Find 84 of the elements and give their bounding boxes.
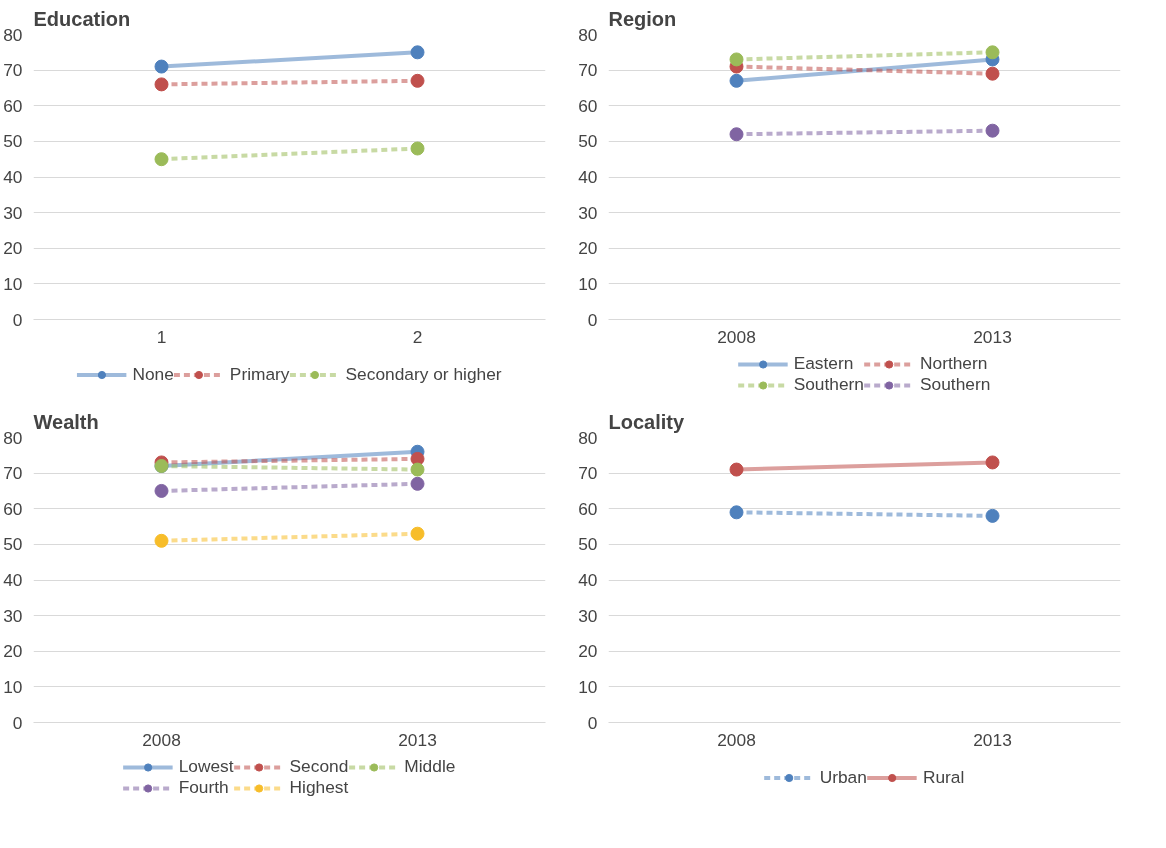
y-tick-label: 0 — [12, 712, 23, 733]
y-tick-label: 70 — [3, 463, 23, 484]
legend-label: Rural — [922, 766, 965, 788]
y-tick-label: 30 — [578, 605, 598, 626]
legend-label: Highest — [289, 777, 349, 798]
y-tick-label: 20 — [578, 641, 598, 662]
x-tick-label: 2008 — [717, 729, 756, 750]
point — [729, 73, 744, 88]
y-tick-label: 50 — [3, 131, 23, 152]
legend-label: Second — [289, 756, 349, 777]
y-tick-label: 20 — [578, 238, 598, 259]
y-tick-label: 40 — [3, 570, 23, 590]
point — [985, 66, 1000, 81]
y-tick-label: 80 — [3, 24, 23, 45]
y-tick-label: 10 — [3, 273, 23, 294]
x-tick-label: 2008 — [142, 729, 181, 750]
y-tick-label: 70 — [578, 463, 598, 484]
y-tick-label: 60 — [3, 95, 23, 116]
y-tick-label: 10 — [578, 273, 598, 294]
point — [410, 462, 425, 477]
y-tick-label: 70 — [578, 60, 598, 81]
point — [410, 476, 425, 491]
legend-label: Middle — [404, 756, 456, 777]
point — [729, 462, 744, 477]
legend-label: None — [132, 363, 174, 385]
y-tick-label: 30 — [578, 202, 598, 223]
point — [154, 533, 169, 548]
y-tick-label: 50 — [578, 534, 598, 555]
point — [154, 152, 169, 167]
y-tick-label: 50 — [578, 131, 598, 152]
legend-label: Northern — [920, 353, 988, 374]
legend-label: Eastern — [793, 353, 854, 374]
y-tick-label: 80 — [578, 24, 598, 45]
legend-label: Southern — [793, 374, 864, 395]
y-tick-label: 40 — [3, 167, 23, 187]
point — [410, 73, 425, 88]
point — [985, 455, 1000, 470]
chart-title: Wealth — [33, 410, 99, 433]
y-tick-label: 20 — [3, 641, 23, 662]
x-tick-label: 2013 — [973, 729, 1012, 750]
y-tick-label: 0 — [587, 712, 598, 733]
y-tick-label: 0 — [12, 309, 23, 330]
legend-label: Primary — [229, 363, 290, 385]
point — [154, 77, 169, 92]
point — [985, 45, 1000, 60]
point — [729, 505, 744, 520]
point — [729, 127, 744, 142]
y-tick-label: 60 — [3, 498, 23, 519]
x-tick-label: 2008 — [717, 326, 756, 347]
y-tick-label: 10 — [578, 676, 598, 697]
y-tick-label: 20 — [3, 238, 23, 259]
point — [985, 508, 1000, 523]
y-tick-label: 70 — [3, 60, 23, 81]
point — [410, 451, 425, 466]
legend-label: Fourth — [178, 777, 229, 798]
point — [410, 45, 425, 60]
point — [410, 526, 425, 541]
y-tick-label: 40 — [578, 570, 598, 590]
x-tick-label: 2013 — [973, 326, 1012, 347]
legend-label: Lowest — [178, 756, 234, 777]
x-tick-label: 1 — [156, 326, 167, 347]
chart-title: Education — [33, 7, 131, 30]
y-tick-label: 40 — [578, 167, 598, 187]
y-tick-label: 80 — [3, 427, 23, 448]
x-tick-label: 2013 — [398, 729, 437, 750]
point — [154, 59, 169, 74]
point — [985, 123, 1000, 138]
y-tick-label: 30 — [3, 605, 23, 626]
point — [154, 483, 169, 498]
x-tick-label: 2 — [412, 326, 423, 347]
y-tick-label: 80 — [578, 427, 598, 448]
y-tick-label: 0 — [587, 309, 598, 330]
point — [410, 141, 425, 156]
chart-title: Region — [608, 7, 677, 30]
y-tick-label: 60 — [578, 498, 598, 519]
legend-label: Southern — [920, 374, 991, 395]
y-tick-label: 60 — [578, 95, 598, 116]
legend-label: Urban — [819, 766, 867, 788]
y-tick-label: 10 — [3, 676, 23, 697]
chart-title: Locality — [608, 410, 685, 433]
y-tick-label: 30 — [3, 202, 23, 223]
legend-label: Secondary or higher — [345, 363, 502, 385]
point — [729, 52, 744, 67]
y-tick-label: 50 — [3, 534, 23, 555]
